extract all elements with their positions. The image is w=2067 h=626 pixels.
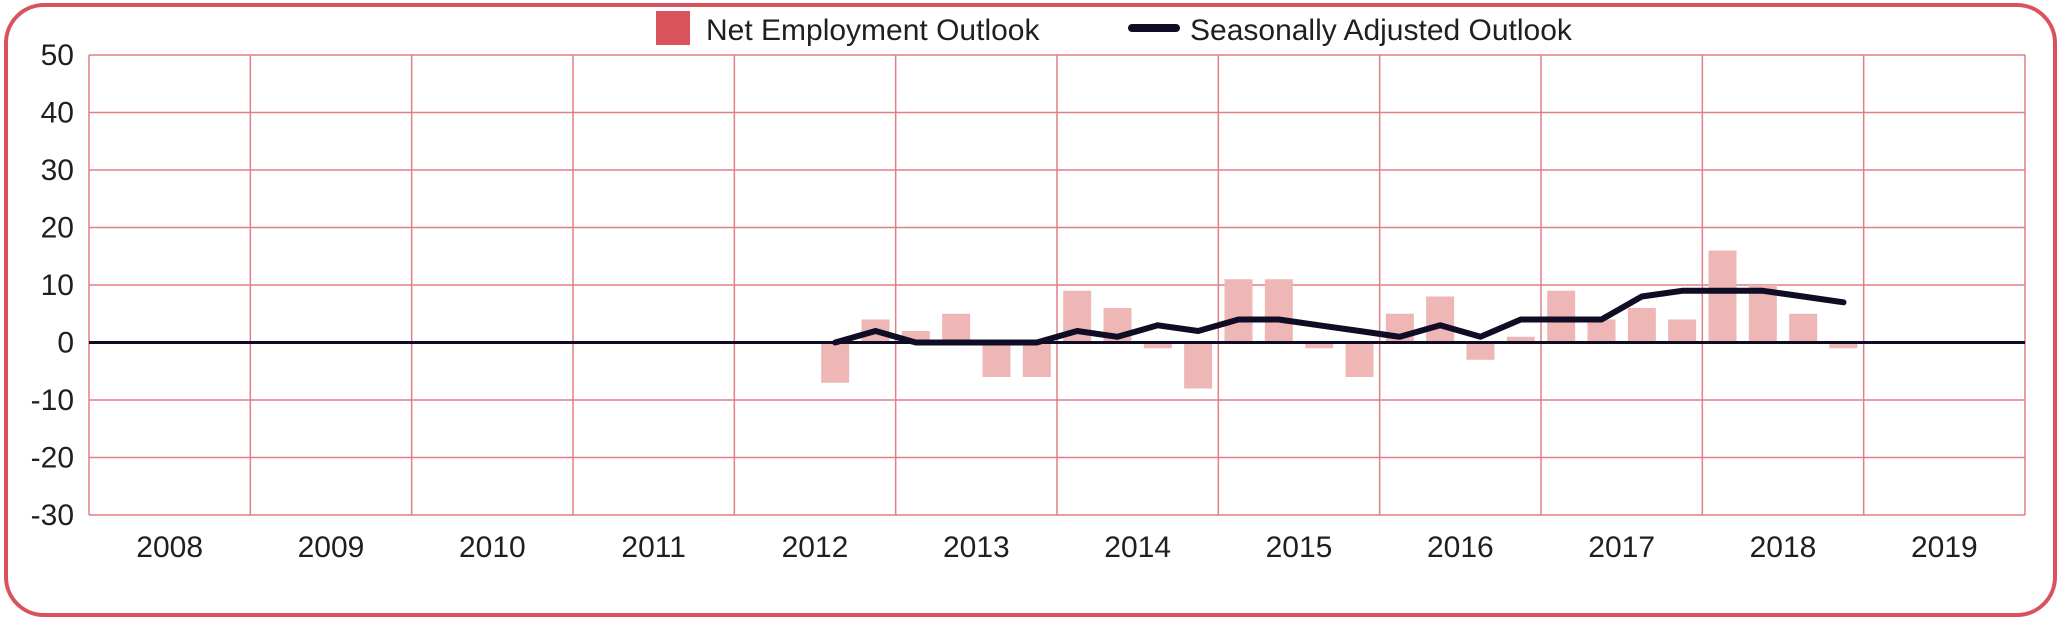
outlook-bar <box>1587 319 1616 343</box>
x-tick-label: 2019 <box>1911 531 1978 564</box>
outlook-bar <box>1708 250 1737 343</box>
outlook-bar <box>1466 342 1495 360</box>
legend-bar-swatch <box>656 11 690 45</box>
seasonally-adjusted-line <box>832 287 1847 346</box>
outlook-bar <box>1305 342 1334 349</box>
outlook-bar <box>942 313 971 343</box>
outlook-bar <box>1224 279 1253 343</box>
legend-line-label: Seasonally Adjusted Outlook <box>1190 14 1573 47</box>
outlook-bar <box>982 342 1011 377</box>
line-series <box>832 287 1847 346</box>
y-tick-label: -30 <box>31 499 74 532</box>
x-tick-label: 2015 <box>1266 531 1333 564</box>
outlook-bar <box>1143 342 1172 349</box>
x-tick-label: 2010 <box>459 531 526 564</box>
x-tick-label: 2016 <box>1427 531 1494 564</box>
y-tick-label: -20 <box>31 442 74 475</box>
x-axis-ticks: 2008 2009 2010 2011 2012 2013 2014 2015 2016 2017… <box>136 531 1977 564</box>
x-tick-label: 2008 <box>136 531 203 564</box>
y-tick-label: 10 <box>41 269 74 302</box>
outlook-bar <box>1789 313 1818 343</box>
y-tick-label: 20 <box>41 212 74 245</box>
outlook-bar <box>1022 342 1051 377</box>
outlook-bar <box>1345 342 1374 377</box>
x-tick-label: 2012 <box>782 531 849 564</box>
x-tick-label: 2013 <box>943 531 1010 564</box>
bar-series <box>821 250 1858 389</box>
x-tick-label: 2017 <box>1588 531 1655 564</box>
y-tick-label: 40 <box>41 97 74 130</box>
x-tick-label: 2014 <box>1104 531 1171 564</box>
legend-bar-label: Net Employment Outlook <box>706 14 1040 47</box>
y-tick-label: 0 <box>57 327 74 360</box>
x-tick-label: 2011 <box>621 531 686 564</box>
outlook-bar <box>1627 308 1656 343</box>
y-axis-ticks: 50 40 30 20 10 0 -10 -20 -30 <box>31 39 74 532</box>
outlook-bar <box>1184 342 1213 389</box>
outlook-bar <box>901 331 930 343</box>
x-tick-label: 2018 <box>1750 531 1817 564</box>
y-tick-label: 50 <box>41 39 74 72</box>
outlook-bar <box>1829 342 1858 349</box>
x-tick-label: 2009 <box>298 531 365 564</box>
outlook-bar <box>1426 296 1455 343</box>
outlook-bar <box>1668 319 1697 343</box>
y-tick-label: -10 <box>31 384 74 417</box>
outlook-bar <box>821 342 850 383</box>
outlook-bar <box>1506 336 1535 343</box>
legend: Net Employment Outlook Seasonally Adjust… <box>656 11 1573 47</box>
y-tick-label: 30 <box>41 154 74 187</box>
outlook-bar <box>1264 279 1293 343</box>
